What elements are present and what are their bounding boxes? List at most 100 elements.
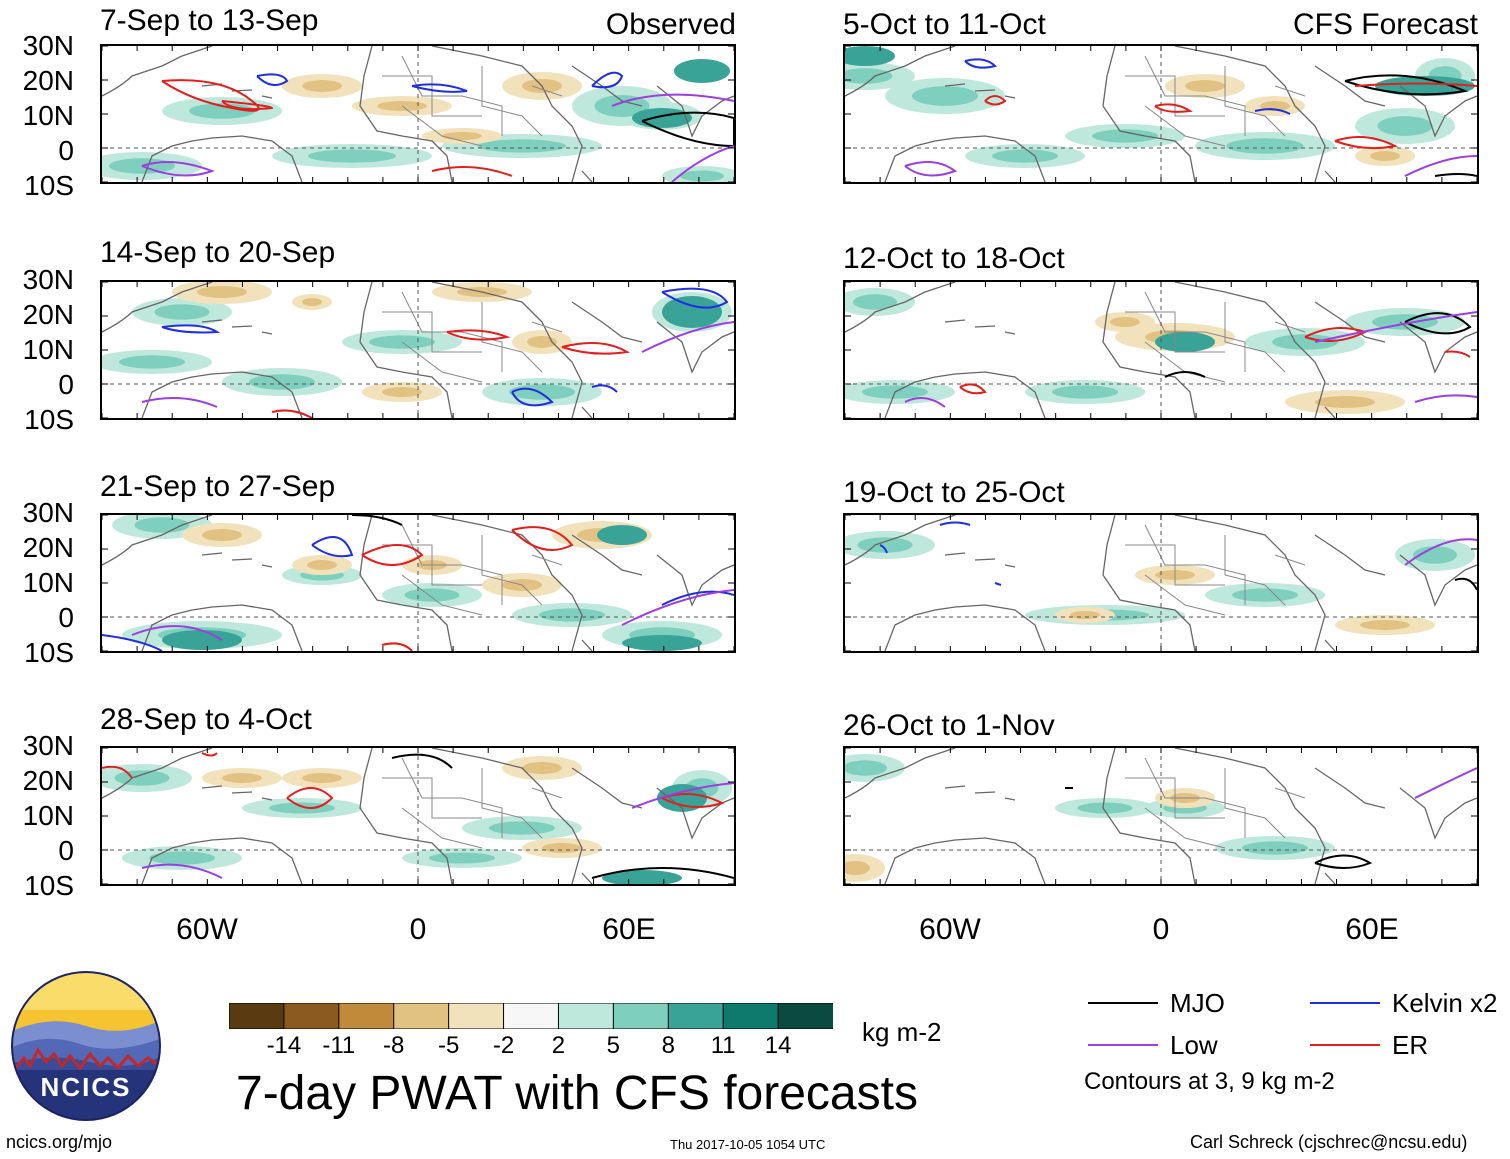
wet-anomaly-core (1377, 116, 1433, 136)
lat-label: 10S (24, 404, 74, 435)
colorbar-swatch (557, 1002, 615, 1030)
country-border (1274, 85, 1306, 97)
country-border (1144, 291, 1246, 372)
kelvin-contour (994, 582, 1002, 586)
colorbar-swatch (777, 1002, 834, 1030)
coastline (1174, 282, 1326, 418)
er-contour (271, 409, 313, 418)
wet-anomaly-core (404, 588, 460, 602)
low-contour (1404, 538, 1477, 566)
coastline (944, 785, 1016, 801)
kelvin-contour (161, 324, 221, 334)
coastline (1399, 787, 1477, 840)
er-contour (361, 544, 424, 566)
coastline (1174, 748, 1326, 884)
country-border (1224, 66, 1286, 137)
lat-label: 0 (58, 135, 74, 166)
lat-label: 0 (58, 369, 74, 400)
wet-anomaly-core (119, 355, 185, 369)
country-border (1144, 55, 1246, 136)
wet-anomaly-core (680, 170, 724, 182)
mjo-contour (1404, 312, 1472, 335)
coastline (201, 552, 273, 568)
strong-wet-anomaly (845, 46, 895, 66)
colorbar-tick-label: 14 (764, 1032, 792, 1059)
coastline (1102, 515, 1196, 651)
lat-label: 30N (22, 730, 74, 761)
lat-label: 20N (22, 65, 74, 96)
er-contour (1444, 350, 1471, 358)
logo-text: NCICS (40, 1072, 132, 1102)
colorbar-tick-label: -2 (492, 1032, 515, 1059)
wet-anomaly-core (114, 770, 170, 786)
lon-label: 60W (176, 913, 238, 946)
strong-wet-anomaly (657, 784, 707, 812)
coastline (884, 604, 1046, 651)
kelvin-contour (591, 71, 624, 89)
lat-label: 10N (22, 100, 74, 131)
dry-anomaly-core (1185, 80, 1225, 92)
lat-label: 10N (22, 334, 74, 365)
coastline (656, 321, 734, 374)
coastline (141, 135, 303, 182)
footer-url: ncics.org/mjo (6, 1132, 113, 1152)
lat-label: 10N (22, 800, 74, 831)
coastline (845, 515, 956, 566)
strong-wet-anomaly (602, 870, 682, 884)
colorbar-tick-label: 2 (551, 1032, 566, 1059)
coastline (1399, 321, 1477, 374)
low-contour (904, 397, 946, 408)
mjo-contour (1164, 371, 1206, 378)
er-contour (984, 95, 1007, 106)
er-contour (661, 793, 725, 808)
footer-timestamp: Thu 2017-10-05 1054 UTC (670, 1137, 826, 1152)
mjo-contour (1314, 854, 1373, 869)
country-border (1144, 105, 1226, 147)
coastline (656, 554, 734, 607)
coastline (884, 837, 1046, 884)
coastline (141, 837, 303, 884)
wet-anomaly-core (853, 294, 897, 310)
colorbar-tick-label: 8 (661, 1032, 675, 1059)
colorbar-swatch (338, 1002, 395, 1030)
coastline (141, 604, 303, 651)
colorbar-swatch (667, 1002, 725, 1030)
coastline (102, 282, 213, 333)
country-border (531, 321, 563, 333)
panel-title-obs-4: 28-Sep to 4-Oct (100, 703, 312, 736)
colorbar-tick-label: -8 (383, 1032, 405, 1059)
wet-anomaly-core (478, 139, 566, 153)
coastline (656, 85, 734, 138)
mjo-contour (1434, 173, 1477, 177)
mjo-contour (351, 515, 403, 526)
observed-label: Observed (605, 8, 736, 41)
low-contour (611, 93, 734, 107)
mjo-contour (391, 753, 453, 769)
coastline (359, 282, 453, 418)
lat-label: 30N (22, 264, 74, 295)
low-contour (1404, 155, 1477, 177)
map-panel-fc-4 (843, 746, 1479, 886)
coastline (571, 301, 643, 343)
low-contour (141, 161, 215, 177)
colorbar (228, 1002, 834, 1030)
colorbar-swatch (393, 1002, 450, 1030)
lat-label: 10S (24, 870, 74, 901)
kelvin-contour (591, 384, 618, 393)
country-border (481, 535, 543, 606)
low-contour (1414, 767, 1477, 799)
mjo-label: MJO (1170, 988, 1225, 1018)
er-line (1310, 1044, 1380, 1046)
country-border (401, 341, 483, 383)
panel-title-fc-3: 19-Oct to 25-Oct (843, 476, 1065, 509)
er-contour (102, 765, 133, 779)
wet-anomaly-core (249, 374, 315, 390)
er-contour (381, 642, 413, 651)
country-border (1274, 787, 1306, 799)
wet-anomaly-core (594, 95, 650, 117)
panel-title-obs-1: 7-Sep to 13-Sep (100, 4, 319, 37)
dry-anomaly-core (1110, 317, 1140, 327)
dry-anomaly-core (202, 529, 242, 541)
dry-anomaly-core (845, 861, 870, 875)
coastline (1102, 46, 1196, 182)
